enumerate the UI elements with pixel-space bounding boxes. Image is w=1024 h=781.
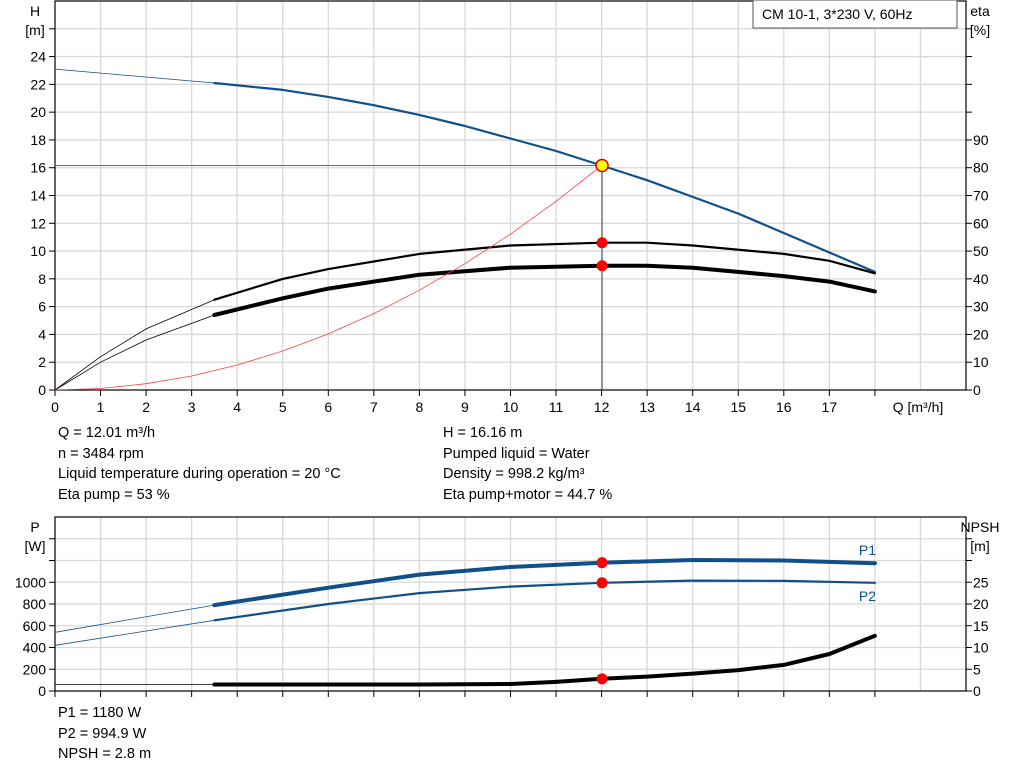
x-tick-label: 2 <box>142 399 150 415</box>
y-right-tick-label: 0 <box>973 382 981 398</box>
y-right-tick-label: 10 <box>973 354 989 370</box>
series-P2 <box>213 579 876 622</box>
y-left-tick-label: 0 <box>38 382 46 398</box>
info-p1: P1 = 1180 W <box>58 705 142 721</box>
legend-text: CM 10-1, 3*230 V, 60Hz <box>762 6 912 22</box>
y-right-tick-label: 0 <box>973 683 981 699</box>
x-tick-label: 9 <box>461 399 469 415</box>
info-density: Density = 998.2 kg/m³ <box>443 466 585 483</box>
x-tick-label: 15 <box>730 399 746 415</box>
y-right-tick-label: 10 <box>973 640 989 656</box>
y-right-axis-unit: [%] <box>970 22 990 38</box>
y-right-tick-label: 20 <box>973 596 989 612</box>
x-tick-label: 4 <box>233 399 241 415</box>
y-right-tick-label: 5 <box>973 661 981 677</box>
info-liquid: Pumped liquid = Water <box>443 445 590 462</box>
y-left-tick-label: 8 <box>38 271 46 287</box>
y-left-tick-label: 6 <box>38 299 46 315</box>
y-right-tick-label: 25 <box>973 574 989 590</box>
x-tick-label: 5 <box>279 399 287 415</box>
y-right-axis-label: NPSH <box>961 519 1000 535</box>
series-eta_pump-extension <box>54 299 215 391</box>
series-P1 <box>212 558 877 608</box>
info-eta-pump-motor: Eta pump+motor = 44.7 % <box>443 487 613 504</box>
info-eta-pump: Eta pump = 53 % <box>58 487 170 504</box>
info-bottom: P1 = 1180 W P2 = 994.9 W NPSH = 2.8 m <box>58 703 151 765</box>
x-tick-label: 7 <box>370 399 378 415</box>
y-left-tick-label: 22 <box>30 76 46 92</box>
x-tick-label: 3 <box>188 399 196 415</box>
y-left-tick-label: 10 <box>30 243 46 259</box>
info-q: Q = 12.01 m³/h <box>58 425 156 441</box>
y-left-tick-label: 14 <box>30 188 46 204</box>
series-system_curve <box>54 165 602 391</box>
x-tick-label: 14 <box>685 399 701 415</box>
x-tick-label: 6 <box>324 399 332 415</box>
info-n: n = 3484 rpm <box>58 445 144 462</box>
y-left-tick-label: 18 <box>30 132 46 148</box>
y-right-tick-label: 30 <box>973 299 989 315</box>
operating-point-h <box>595 158 609 173</box>
y-right-tick-label: 60 <box>973 215 989 231</box>
series-NPSH <box>212 633 877 687</box>
y-left-tick-label: 4 <box>38 326 46 342</box>
y-left-tick-label: 400 <box>23 640 47 656</box>
x-axis-label: Q [m³/h] <box>893 399 944 415</box>
y-right-tick-label: 20 <box>973 326 989 342</box>
y-left-tick-label: 600 <box>23 618 47 634</box>
info-temperature: Liquid temperature during operation = 20… <box>58 466 341 483</box>
series-label-P1: P1 <box>859 542 876 558</box>
operating-point-eta-pump <box>596 237 608 249</box>
series-label-P2: P2 <box>859 588 876 604</box>
y-left-tick-label: 2 <box>38 354 46 370</box>
x-tick-label: 13 <box>639 399 655 415</box>
y-left-tick-label: 0 <box>38 683 46 699</box>
operating-point-npsh <box>596 673 608 685</box>
y-left-tick-label: 16 <box>30 160 46 176</box>
y-right-axis-unit: [m] <box>970 538 989 554</box>
y-left-axis-unit: [m] <box>25 22 44 38</box>
x-tick-label: 11 <box>549 399 564 415</box>
y-right-tick-label: 90 <box>973 132 989 148</box>
y-right-tick-label: 40 <box>973 271 989 287</box>
series-eta_pump_motor-extension <box>54 314 215 391</box>
y-left-tick-label: 12 <box>30 215 46 231</box>
operating-point-p2 <box>596 577 608 589</box>
x-tick-label: 1 <box>97 399 105 415</box>
series-P1-extension <box>54 604 215 633</box>
y-left-axis-unit: [W] <box>25 538 46 554</box>
y-left-tick-label: 800 <box>23 596 47 612</box>
series-H <box>213 81 876 273</box>
info-h: H = 16.16 m <box>443 425 523 441</box>
info-p2: P2 = 994.9 W <box>58 725 147 742</box>
y-right-tick-label: 15 <box>973 618 989 634</box>
series-P2-extension <box>54 619 215 646</box>
x-tick-label: 12 <box>594 399 610 415</box>
info-npsh: NPSH = 2.8 m <box>58 746 152 763</box>
y-right-axis-label: eta <box>970 3 990 19</box>
x-tick-label: 0 <box>51 399 59 415</box>
y-right-tick-label: 80 <box>973 160 989 176</box>
x-tick-label: 16 <box>776 399 792 415</box>
x-tick-label: 8 <box>416 399 424 415</box>
y-left-tick-label: 1000 <box>15 574 46 590</box>
y-left-tick-label: 20 <box>30 104 46 120</box>
y-left-axis-label: H <box>30 3 40 19</box>
y-left-tick-label: 200 <box>23 661 47 677</box>
y-left-tick-label: 24 <box>30 49 46 65</box>
y-right-tick-label: 50 <box>973 243 989 259</box>
legend-box <box>752 0 958 29</box>
operating-point-p1 <box>596 557 608 569</box>
operating-point-eta-pump-motor <box>596 260 608 272</box>
x-tick-label: 17 <box>822 399 838 415</box>
series-H-extension <box>54 68 215 84</box>
y-left-axis-label: P <box>30 519 39 535</box>
x-tick-label: 10 <box>503 399 519 415</box>
info-top-right: H = 16.16 m Pumped liquid = Water Densit… <box>443 423 612 506</box>
info-top-left: Q = 12.01 m³/h n = 3484 rpm Liquid tempe… <box>58 423 341 506</box>
y-right-tick-label: 70 <box>973 188 989 204</box>
